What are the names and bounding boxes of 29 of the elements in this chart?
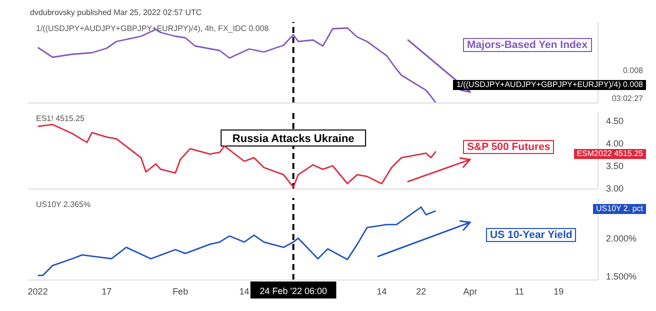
- y-tick-label: 4.00: [606, 138, 624, 149]
- x-tick-label: 22: [416, 286, 426, 296]
- text: US 10-Year Yield: [486, 228, 576, 242]
- annotation: US10Y 2. pct: [593, 204, 646, 214]
- x-tick-label: 17: [102, 286, 112, 296]
- y-tick-label: 3.50: [606, 160, 624, 171]
- text: 0.008: [622, 66, 644, 76]
- x-tick-label: 11: [514, 286, 524, 296]
- text: Majors-Based Yen Index: [463, 38, 592, 52]
- x-tick-label: Feb: [172, 286, 188, 296]
- chart-title: 1/((USDJPY+AUDJPY+GBPJPY+EURJPY)/4), 4h, FX_IDC 0.008: [36, 24, 269, 33]
- ref-line-label: Russia Attacks Ukraine: [232, 133, 354, 145]
- annotation: 1/((USDJPY+AUDJPY+GBPJPY+EURJPY)/4) 0.008: [453, 80, 646, 90]
- text: 03:02:27: [610, 94, 644, 104]
- chart-title: ES1! 4515.25: [36, 114, 84, 123]
- x-tick-label: 2022: [28, 286, 48, 296]
- chart-title: US10Y 2.365%: [36, 200, 91, 209]
- x-tick-label: Apr: [463, 286, 478, 296]
- chart-subtitle: dvdubrovsky published Mar 25, 2022 02:57 UTC: [29, 8, 203, 19]
- text: S&P 500 Futures: [463, 140, 554, 154]
- y-tick-label: 1.500%: [606, 271, 637, 282]
- x-tick-label: 19: [554, 286, 564, 296]
- annotation: ESM2022 4515.25: [574, 149, 646, 159]
- y-tick-label: 2.000%: [606, 233, 637, 244]
- y-tick-label: 4.50: [606, 116, 624, 126]
- x-tick-label: 14: [376, 286, 387, 296]
- x-tick-label: 14: [239, 286, 250, 296]
- ref-line-label: 24 Feb '22 06:00: [260, 286, 327, 296]
- y-tick-label: 3.00: [606, 183, 624, 194]
